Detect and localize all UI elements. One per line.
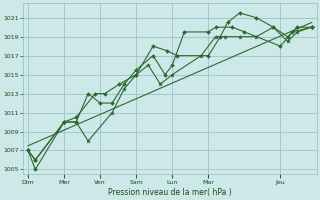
X-axis label: Pression niveau de la mer( hPa ): Pression niveau de la mer( hPa ) [108,188,232,197]
